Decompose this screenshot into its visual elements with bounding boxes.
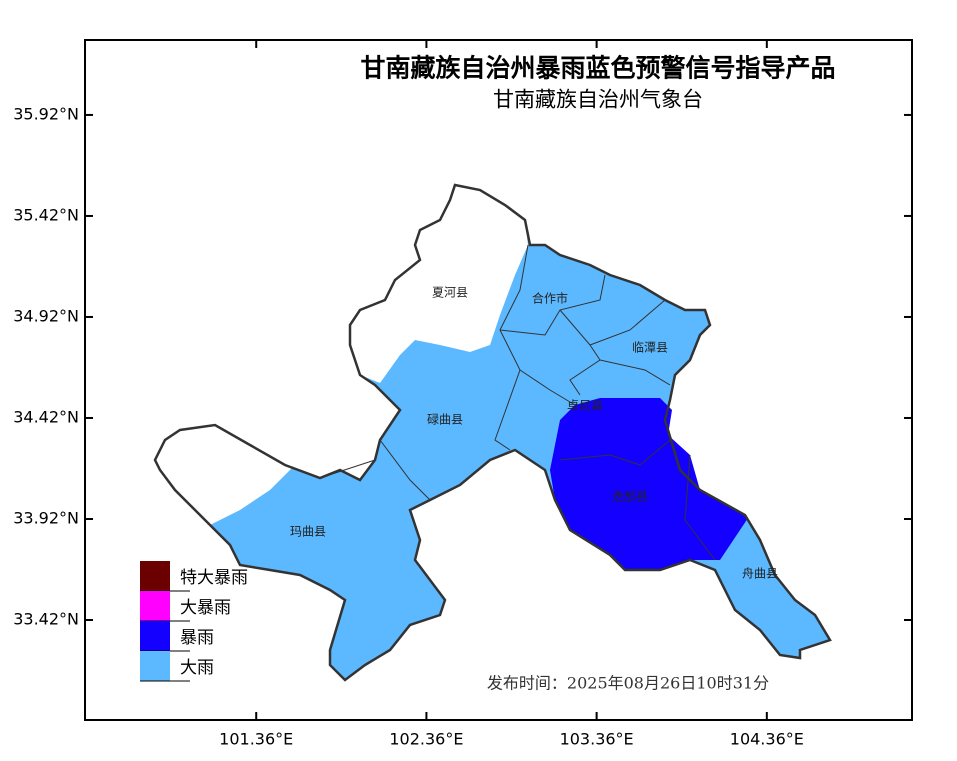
legend-label: 大暴雨	[180, 598, 231, 618]
x-tick-label: 101.36°E	[219, 730, 293, 749]
region-no-warning	[155, 425, 295, 525]
county-label: 碌曲县	[427, 413, 463, 427]
x-tick-label: 103.36°E	[560, 730, 634, 749]
y-tick-label: 34.42°N	[13, 407, 79, 426]
legend-label: 特大暴雨	[180, 568, 248, 588]
region-rainstorm	[550, 398, 748, 570]
x-tick-label: 104.36°E	[730, 730, 804, 749]
y-tick-label: 33.92°N	[13, 508, 79, 527]
map-subtitle: 甘南藏族自治州气象台	[493, 88, 703, 112]
legend-swatch	[140, 561, 170, 591]
y-tick-label: 35.92°N	[13, 104, 79, 123]
county-label: 临潭县	[632, 341, 668, 355]
outer-boundary	[153, 183, 832, 682]
county-label: 合作市	[532, 291, 568, 306]
county-label: 玛曲县	[290, 525, 326, 539]
legend-label: 暴雨	[180, 628, 214, 648]
legend-swatch	[140, 651, 170, 681]
x-tick-label: 102.36°E	[389, 730, 463, 749]
county-label: 舟曲县	[742, 567, 778, 581]
county-label: 夏河县	[432, 286, 468, 300]
legend-label: 大雨	[180, 658, 214, 678]
county-label: 卓尼县	[567, 399, 603, 413]
y-tick-label: 34.92°N	[13, 306, 79, 325]
map-title: 甘南藏族自治州暴雨蓝色预警信号指导产品	[360, 54, 835, 83]
legend-swatch	[140, 591, 170, 621]
issue-time: 发布时间：2025年08月26日10时31分	[487, 674, 769, 693]
y-tick-label: 35.42°N	[13, 205, 79, 224]
legend-swatch	[140, 621, 170, 651]
county-label: 迭部县	[612, 489, 648, 504]
y-tick-label: 33.42°N	[13, 610, 79, 629]
region-no-warning	[350, 185, 528, 383]
